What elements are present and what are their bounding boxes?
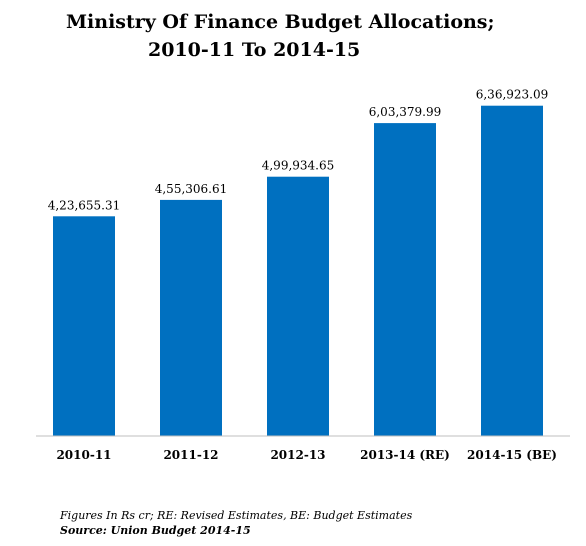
- data-label-2010-11: 4,23,655.31: [48, 198, 121, 212]
- x-tick-label-2011-12: 2011-12: [163, 448, 218, 462]
- x-tick-label-2013-14 (RE): 2013-14 (RE): [360, 448, 450, 462]
- bar-2011-12: [160, 199, 222, 436]
- x-tick-label-2010-11: 2010-11: [56, 448, 111, 462]
- x-tick-labels-layer: 2010-11 2011-12 2012-13 2013-14 (RE) 2014-15…: [56, 448, 556, 462]
- data-label-2013-14 (RE): 6,03,379.99: [369, 105, 442, 119]
- bar-2012-13: [267, 176, 329, 436]
- chart-footnote: Figures In Rs cr; RE: Revised Estimates,…: [60, 508, 412, 538]
- footnote-text: Figures In Rs cr; RE: Revised Estimates,…: [60, 509, 413, 522]
- x-tick-label-2014-15 (BE): 2014-15 (BE): [467, 448, 557, 462]
- data-label-2014-15 (BE): 6,36,923.09: [476, 88, 549, 102]
- bars-layer: [53, 105, 543, 436]
- chart-title-line-1: Ministry Of Finance Budget Allocations;: [66, 11, 495, 33]
- data-labels-layer: 4,23,655.31 4,55,306.61 4,99,934.65 6,03,37…: [48, 88, 549, 213]
- chart-title: Ministry Of Finance Budget Allocations; …: [0, 8, 586, 64]
- data-label-2011-12: 4,55,306.61: [155, 182, 228, 196]
- chart-title-line-2: 2010-11 To 2014-15: [148, 39, 361, 61]
- x-tick-label-2012-13: 2012-13: [270, 448, 325, 462]
- bar-2013-14 (RE): [374, 123, 436, 436]
- bar-2010-11: [53, 216, 115, 436]
- data-label-2012-13: 4,99,934.65: [262, 159, 335, 173]
- source-text: Source: Union Budget 2014-15: [60, 524, 251, 537]
- bar-2014-15 (BE): [481, 105, 543, 436]
